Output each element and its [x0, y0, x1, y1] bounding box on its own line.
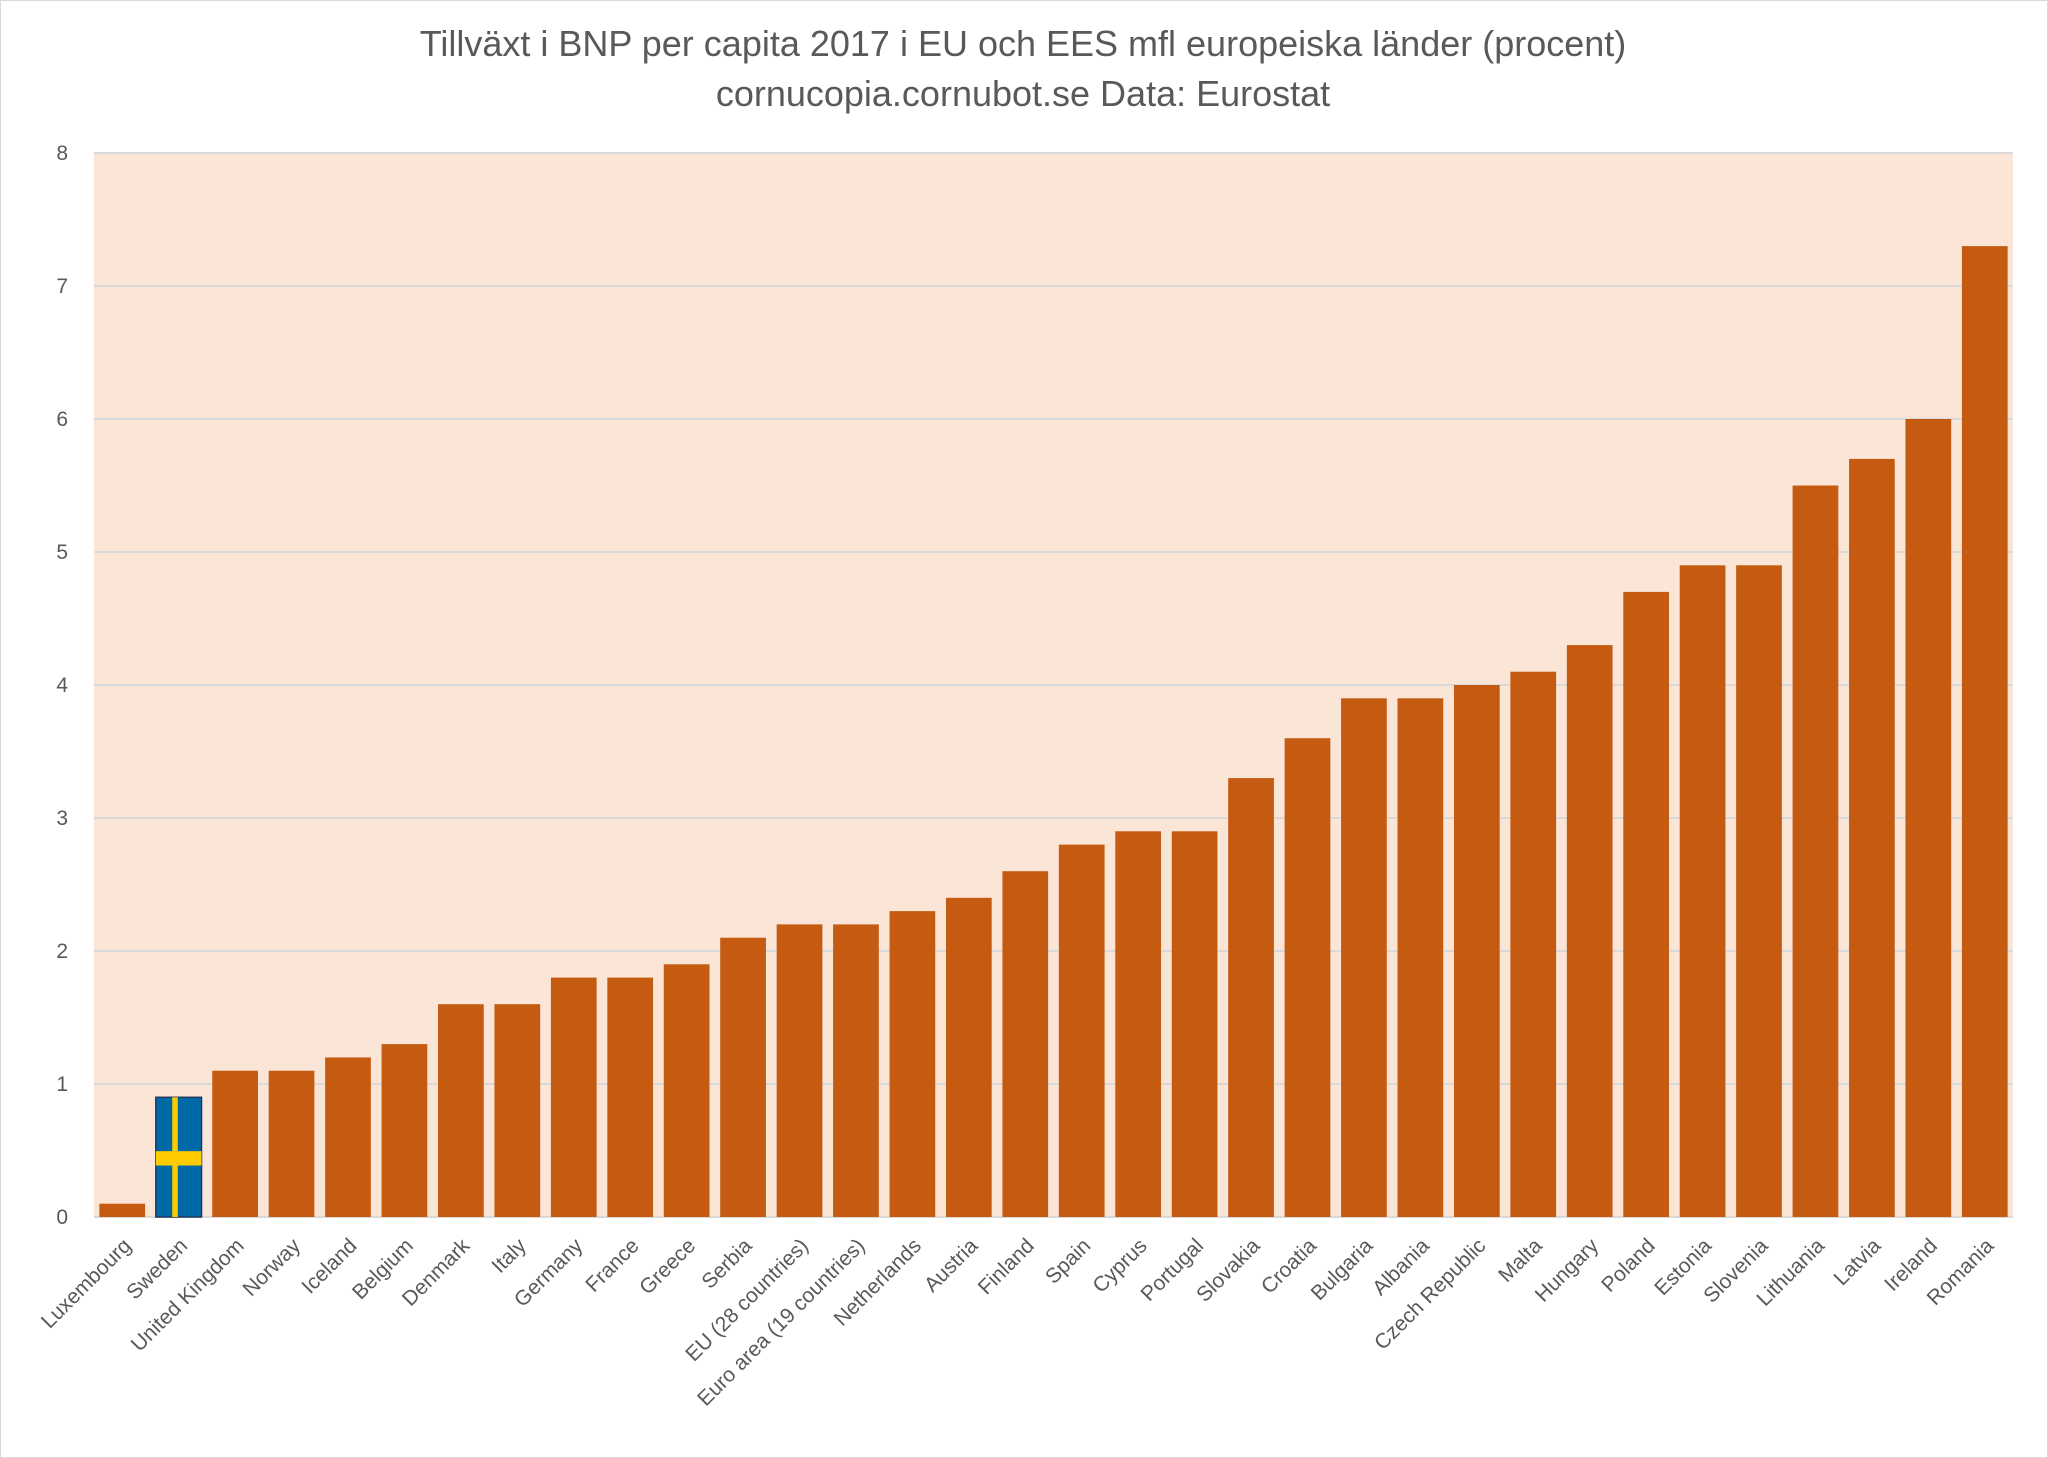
x-tick-label: Hungary: [1531, 1234, 1604, 1307]
y-tick-label: 7: [56, 275, 68, 298]
bar: [494, 1004, 541, 1217]
bar: [1284, 738, 1331, 1217]
x-tick-label: Austria: [920, 1234, 983, 1297]
x-tick-label: Greece: [635, 1234, 700, 1299]
bar: [212, 1070, 258, 1217]
bar: [663, 964, 710, 1217]
y-tick-label: 0: [56, 1206, 68, 1229]
bar: [550, 977, 597, 1217]
bar: [889, 911, 936, 1217]
y-axis-tick-labels: 0 1 2 3 4 5 6 7 8: [56, 142, 68, 1229]
bars: [99, 246, 2008, 1218]
y-tick-label: 3: [56, 807, 68, 830]
bar: [1736, 565, 1782, 1217]
x-tick-label: Italy: [487, 1234, 531, 1278]
chart-subtitle: cornucopia.cornubot.se Data: Eurostat: [716, 73, 1330, 114]
bar: [1566, 645, 1613, 1217]
bar: [720, 937, 766, 1217]
bar-sweden-flag: [155, 1096, 203, 1218]
bar: [833, 924, 879, 1217]
x-tick-label: Luxembourg: [37, 1234, 136, 1333]
bar: [1397, 698, 1444, 1217]
y-tick-label: 8: [56, 142, 68, 165]
bar: [1510, 671, 1557, 1217]
bar: [1792, 485, 1839, 1217]
x-tick-label: Latvia: [1830, 1234, 1886, 1290]
bar: [1058, 844, 1105, 1217]
bar: [1341, 698, 1387, 1217]
bar: [945, 897, 992, 1217]
bar: [776, 924, 823, 1217]
bar: [381, 1044, 428, 1217]
bar: [1228, 778, 1274, 1217]
bar: [607, 977, 654, 1217]
bar: [438, 1004, 484, 1217]
y-tick-label: 4: [56, 674, 68, 697]
bar: [1171, 831, 1218, 1217]
x-tick-label: Spain: [1041, 1234, 1095, 1288]
y-tick-label: 6: [56, 408, 68, 431]
bar: [99, 1203, 146, 1217]
x-tick-label: Malta: [1494, 1234, 1547, 1287]
bar: [1905, 419, 1952, 1217]
chart-title: Tillväxt i BNP per capita 2017 i EU och …: [420, 23, 1627, 64]
y-tick-label: 1: [56, 1073, 68, 1096]
bar: [1623, 591, 1669, 1217]
bar: [268, 1070, 315, 1217]
flag-cross-horizontal: [155, 1151, 202, 1166]
x-tick-label: Bulgaria: [1307, 1234, 1378, 1305]
x-tick-label: Finland: [974, 1234, 1039, 1299]
x-tick-label: Poland: [1597, 1234, 1660, 1297]
bar: [1002, 871, 1049, 1217]
bar: [1849, 458, 1895, 1217]
x-tick-label: Slovakia: [1192, 1234, 1265, 1307]
bar: [1961, 246, 2008, 1218]
x-tick-label: France: [581, 1234, 643, 1296]
bar: [1679, 565, 1726, 1217]
bar: [325, 1057, 371, 1217]
x-tick-label: Norway: [238, 1234, 305, 1301]
bar: [1453, 685, 1500, 1217]
y-tick-label: 2: [56, 940, 68, 963]
y-tick-label: 5: [56, 541, 68, 564]
bar: [1115, 831, 1162, 1217]
